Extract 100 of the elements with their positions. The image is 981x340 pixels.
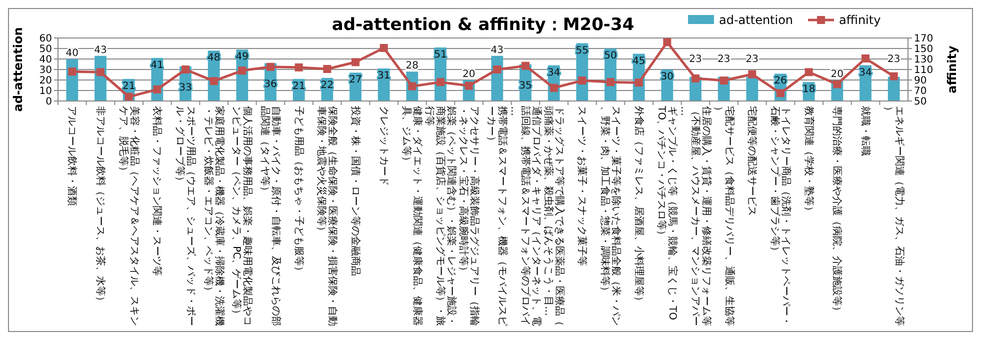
data-label: 36 (264, 79, 277, 90)
x-tick-label: スイーツ・菓子等を除いた食料品全般（米・パン、野菜・肉、加工食品・惣菜・調味料等） (600, 106, 622, 326)
data-label: 35 (519, 80, 532, 92)
point (748, 70, 756, 78)
y2-tick-label: 170 (914, 34, 934, 44)
point (890, 72, 898, 80)
point (238, 66, 246, 75)
point (210, 77, 218, 86)
y2-tick-label: 70 (914, 86, 927, 97)
x-tick-label: ギャンブル・くじ等（競馬・競輪、宝くじ・TOTO、パチンコ・パチスロ等） (656, 105, 680, 320)
y-tick-label: 0 (46, 96, 52, 108)
x-tick-label: 就職・転職 (860, 106, 872, 156)
data-label: 41 (150, 60, 164, 71)
x-tick-label: 通信プロバイダ・キャリア（インターネット、電話回線、携帯電話＆スマートフォン等のプロバイ… (509, 106, 543, 326)
data-label: 45 (632, 56, 646, 67)
bar (746, 76, 758, 101)
point (578, 76, 586, 85)
y-tick-label: 50 (39, 44, 52, 55)
point (380, 44, 388, 52)
data-label: 22 (320, 80, 334, 91)
x-tick-label: 携帯電話＆スマートフォン、機器（モバイルスピーカー） (486, 106, 510, 326)
x-tick-label: 住居の購入・賃貸・運用・修繕改築リフォーム等（不動産屋、ハウスメーカー、マンションアパー… (679, 106, 713, 326)
x-tick-label: 非アルコール飲料（ジュース、お茶、水等） (95, 106, 107, 306)
point (124, 92, 133, 101)
data-label: 26 (774, 76, 787, 87)
point (804, 68, 813, 76)
point (606, 78, 614, 86)
data-label: 49 (236, 52, 249, 63)
x-tick-label: 外食店（ファミレス、居酒屋、小料理屋等） (633, 106, 646, 306)
x-tick-label: スイーツ・お菓子・スナック菓子等 (576, 106, 589, 266)
x-tick-label: ドラッグストア等で購入できる医薬品・医療品（頭痛薬・かぜ薬、殺虫剤、ばんそうこう・目… (542, 106, 566, 326)
x-tick-label: スポーツ用品（ウエア、シューズ、バッド・ボール・グローブ等） (174, 106, 198, 326)
x-tick-label: 娯楽（ペット関連含む）・娯楽・レジャー施設・商業施設（百貨店、ショッピングモール等）・旅行等 (424, 106, 458, 326)
x-tick-label: アルコール飲料・酒類 (66, 106, 79, 206)
data-label: 27 (349, 74, 362, 86)
data-label: 20 (830, 69, 844, 80)
data-label: 48 (207, 52, 220, 64)
data-label: 18 (802, 84, 816, 96)
data-label: 51 (434, 49, 447, 60)
y2-tick-label: 50 (914, 96, 927, 108)
data-label: 23 (689, 54, 702, 65)
point (663, 38, 672, 46)
data-label: 43 (94, 44, 107, 56)
data-label: 21 (122, 80, 136, 92)
point (68, 68, 76, 76)
data-label: 28 (406, 60, 419, 72)
x-tick-label: 美容・化粧品（ヘアケア＆ヘアスタイル、スキンケア、脱毛等） (118, 106, 141, 326)
data-label: 34 (859, 67, 872, 78)
x-tick-label: 宅配便等の配送サービス (746, 106, 759, 216)
y-tick-label: 10 (39, 86, 52, 97)
data-label: 30 (660, 72, 674, 82)
x-tick-label: クレジットカード (378, 106, 390, 186)
x-tick-label: 専門的治療・医療や介護（病院、介護施設等） (832, 106, 844, 316)
data-label: 31 (377, 70, 390, 82)
point (436, 78, 444, 86)
x-tick-label: 教育関連（学校・塾等） (803, 106, 816, 216)
data-label: 20 (462, 69, 476, 80)
data-label: 43 (490, 44, 504, 56)
data-label: 23 (717, 54, 730, 65)
x-tick-label: 衣料品・ファッション関連・スーツ等 (152, 106, 164, 276)
data-label: 23 (746, 54, 759, 65)
point (776, 89, 784, 98)
x-tick-label: 家庭用電化製品・機器（冷蔵庫・掃除機・洗濯機・テレビ・炊飯器・エアコン、ベッド等） (202, 106, 226, 326)
chart-title: ad-attention & affinity：M20-34 (332, 15, 634, 35)
point (323, 64, 332, 73)
y2-tick-label: 90 (914, 76, 927, 86)
x-tick-label: 宅配サービス（食料品デリバリー、通販、生協等） (712, 106, 736, 326)
data-label: 21 (292, 80, 306, 92)
y-tick-label: 40 (39, 54, 52, 66)
y-tick-label: 60 (39, 34, 52, 44)
x-tick-label: 個人活用の事務用品、娯楽・趣味用電化製品やコンピューター（ペン、カメラ、PC、ゲーム等） (231, 106, 254, 326)
point (493, 66, 502, 74)
point (464, 82, 473, 90)
point (862, 54, 870, 62)
data-label: 23 (887, 54, 900, 65)
point (833, 80, 842, 88)
y2-tick-label: 110 (914, 65, 934, 76)
point (550, 84, 558, 92)
x-tick-label: 子ども用品（おもちゃ・子ども服等） (293, 106, 306, 276)
x-tick-label: 保険全般（生命保険・医療保険・損害保険・自動車保険・地震や火災保険等） (316, 106, 340, 326)
point (352, 58, 360, 66)
y2-tick-label: 150 (914, 44, 934, 55)
y2-axis-title: affinity (945, 45, 959, 94)
data-label: 33 (179, 82, 192, 94)
x-tick-label: 自動車・バイク・原付・自転車、及びこれらの部品関連（タイヤ等） (260, 106, 282, 326)
point (634, 78, 643, 87)
y2-tick-label: 130 (914, 54, 934, 66)
point (522, 62, 530, 70)
point (96, 68, 104, 76)
data-label: 50 (604, 50, 617, 62)
point (294, 63, 303, 72)
legend-label: ad-attention (719, 13, 794, 28)
point (720, 76, 728, 85)
point (692, 74, 700, 82)
x-tick-label: 投資・株・国債・ローン等の金融商品 (350, 105, 362, 276)
data-label: 40 (66, 48, 79, 59)
data-label: 34 (547, 67, 560, 78)
x-tick-label: 健康・ダイエット・運動関連（健康食品、健康器具、ジム等） (401, 106, 424, 326)
y-axis-title: ad-attention (11, 27, 25, 112)
y-tick-label: 20 (39, 76, 52, 86)
